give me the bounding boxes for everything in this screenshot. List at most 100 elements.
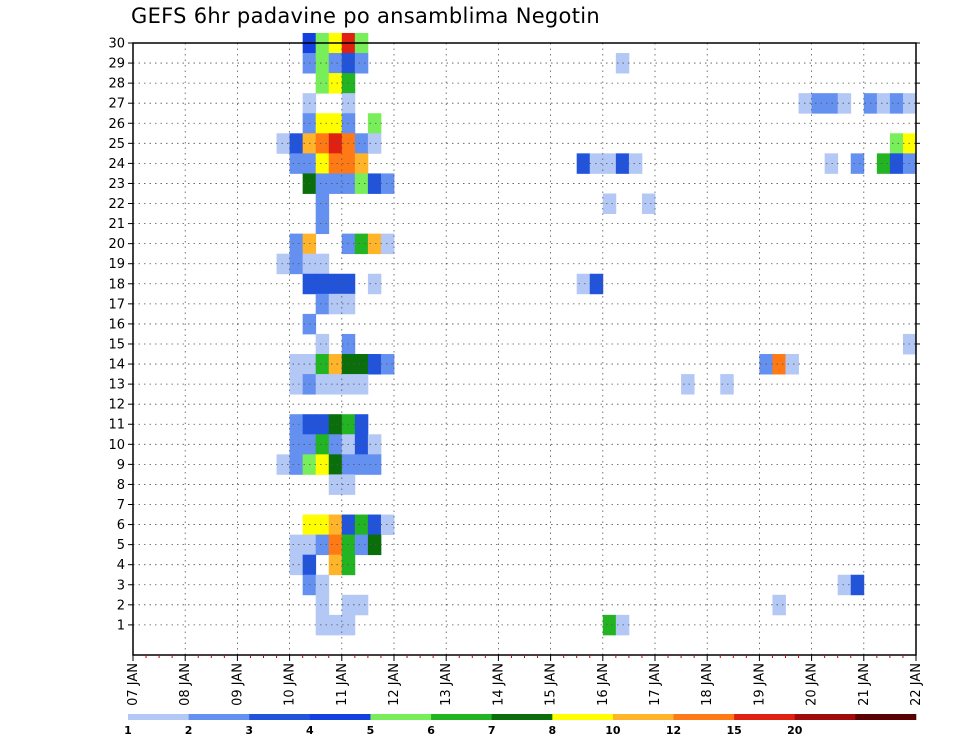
heatmap-cell xyxy=(367,354,382,375)
y-tick-label: 11 xyxy=(108,418,125,433)
heatmap-cell xyxy=(315,534,330,556)
heatmap-cell xyxy=(328,514,343,536)
y-tick-label: 5 xyxy=(117,538,125,553)
y-tick-label: 23 xyxy=(108,177,125,192)
y-tick-label: 12 xyxy=(108,398,125,413)
x-tick-label: 19 JAN xyxy=(752,663,767,706)
x-tick-label: 20 JAN xyxy=(805,663,820,706)
heatmap-cell xyxy=(354,454,369,475)
heatmap-cell xyxy=(289,374,304,395)
heatmap-cell xyxy=(328,454,343,475)
x-tick-label: 08 JAN xyxy=(178,663,193,706)
x-tick-label: 11 JAN xyxy=(335,663,350,706)
heatmap-cell xyxy=(315,614,330,636)
y-tick-label: 9 xyxy=(117,458,125,473)
heatmap-cell xyxy=(315,454,330,475)
heatmap-cell xyxy=(354,233,369,255)
colorbar-swatch xyxy=(552,714,614,720)
y-tick-label: 24 xyxy=(108,157,125,172)
heatmap-cell xyxy=(328,273,343,295)
heatmap-cell xyxy=(328,554,343,576)
heatmap-cell xyxy=(354,514,369,536)
heatmap-cell xyxy=(354,434,369,455)
heatmap-cell xyxy=(380,233,395,255)
heatmap-cell xyxy=(315,53,330,74)
y-tick-label: 8 xyxy=(117,478,125,493)
heatmap-cell xyxy=(380,354,395,375)
heatmap-cell xyxy=(628,153,643,174)
heatmap-cell xyxy=(602,153,617,174)
heatmap-cell xyxy=(354,354,369,375)
heatmap-cell xyxy=(367,173,382,194)
heatmap-cell xyxy=(328,113,343,134)
heatmap-cell xyxy=(289,554,304,576)
heatmap-cell xyxy=(367,273,382,295)
colorbar-swatch xyxy=(370,714,432,720)
y-tick-label: 30 xyxy=(108,37,125,52)
x-tick-label: 15 JAN xyxy=(544,663,559,706)
heatmap-cell xyxy=(289,434,304,455)
heatmap-cell xyxy=(315,354,330,375)
heatmap-cell xyxy=(276,133,290,154)
heatmap-cell xyxy=(328,354,343,375)
heatmap-cell xyxy=(328,53,343,74)
heatmap-cell xyxy=(315,434,330,455)
heatmap-cell xyxy=(315,113,330,134)
heatmap-cell xyxy=(367,133,382,154)
colorbar-swatch xyxy=(309,714,371,720)
x-tick-label: 18 JAN xyxy=(700,663,715,706)
y-tick-label: 3 xyxy=(117,578,125,593)
heatmap-cell xyxy=(328,173,343,194)
heatmap-cell xyxy=(276,253,290,275)
y-tick-label: 1 xyxy=(117,618,125,633)
heatmap-cell xyxy=(354,133,369,154)
heatmap-cell xyxy=(785,354,799,375)
heatmap-cell xyxy=(354,173,369,194)
y-tick-label: 18 xyxy=(108,277,125,292)
heatmap-cell xyxy=(289,133,304,154)
heatmap-cell xyxy=(876,93,891,114)
y-tick-label: 20 xyxy=(108,237,125,252)
heatmap-cell xyxy=(641,193,656,214)
y-tick-label: 27 xyxy=(108,97,125,112)
heatmap-cell xyxy=(289,233,304,255)
heatmap-cell xyxy=(824,153,839,174)
colorbar-label: 20 xyxy=(787,724,803,737)
colorbar-swatch xyxy=(491,714,553,720)
heatmap-cell xyxy=(889,93,904,114)
heatmap-cell xyxy=(315,414,330,435)
colorbar-swatch xyxy=(855,714,917,720)
y-tick-label: 25 xyxy=(108,137,125,152)
heatmap-cell xyxy=(289,454,304,475)
heatmap-cell xyxy=(328,614,343,636)
heatmap-cell xyxy=(328,133,343,154)
heatmap-cell xyxy=(315,574,330,596)
heatmap-cell xyxy=(367,454,382,475)
heatmap-cell xyxy=(289,534,304,556)
x-tick-label: 10 JAN xyxy=(283,663,298,706)
heatmap-cell xyxy=(889,153,904,174)
colorbar-label: 4 xyxy=(306,724,314,737)
colorbar-label: 3 xyxy=(245,724,253,737)
x-tick-label: 22 JAN xyxy=(909,663,924,706)
colorbar-swatch xyxy=(673,714,735,720)
heatmap-cell xyxy=(367,534,382,556)
y-tick-label: 21 xyxy=(108,217,125,232)
heatmap-cell xyxy=(576,273,591,295)
heatmap-cell xyxy=(354,53,369,74)
x-tick-label: 14 JAN xyxy=(491,663,506,706)
heatmap-cell xyxy=(850,153,865,174)
heatmap-cell xyxy=(315,514,330,536)
colorbar-label: 5 xyxy=(367,724,375,737)
heatmap-cell xyxy=(328,374,343,395)
x-tick-label: 13 JAN xyxy=(439,663,454,706)
colorbar-label: 2 xyxy=(185,724,193,737)
heatmap-cell xyxy=(720,374,734,395)
y-axis: 1234567891011121314151617181920212223242… xyxy=(108,37,920,633)
y-tick-label: 2 xyxy=(117,598,125,613)
heatmap-cell xyxy=(315,374,330,395)
heatmap-cell xyxy=(315,73,330,94)
x-tick-label: 09 JAN xyxy=(230,663,245,706)
colorbar-label: 12 xyxy=(666,724,681,737)
